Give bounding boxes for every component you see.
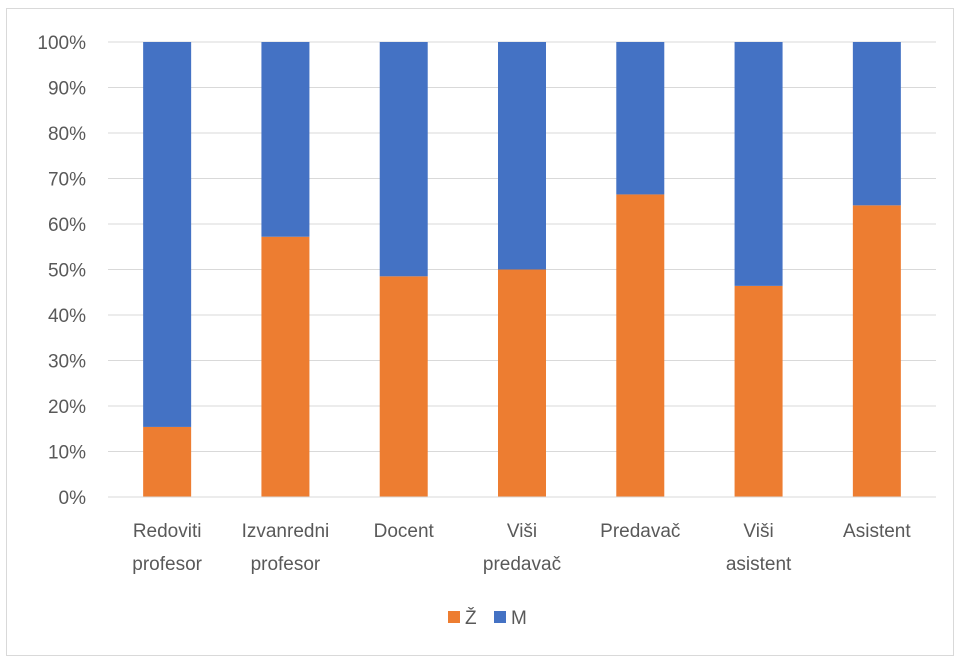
y-tick-label: 100% (37, 33, 86, 54)
x-category-label: Viši (507, 521, 537, 542)
legend-label: M (511, 608, 527, 629)
y-tick-label: 60% (48, 215, 86, 236)
legend-label: Ž (465, 607, 477, 629)
bars (143, 42, 901, 498)
y-axis-tick-labels: 0% 10% 20% 30% 40% 50% 60% 70% 80% 90% 100% (37, 33, 86, 509)
y-tick-label: 30% (48, 352, 86, 373)
bar-segment-z (143, 426, 192, 497)
y-tick-label: 80% (48, 124, 86, 145)
bar-segment-m (379, 42, 428, 277)
bar-segment-m (852, 42, 901, 206)
y-tick-label: 10% (48, 443, 86, 464)
legend-swatch (448, 611, 460, 623)
x-category-label: profesor (132, 554, 202, 575)
bar-segment-z (498, 269, 546, 497)
y-tick-label: 50% (48, 261, 86, 282)
x-category-label: Viši (743, 521, 773, 542)
y-tick-label: 0% (59, 488, 87, 509)
legend-swatch (494, 611, 506, 623)
bar-segment-z (379, 276, 428, 497)
x-axis-category-labels: Redoviti profesor Izvanredni profesor Docent… (132, 521, 911, 575)
bar-segment-m (498, 42, 546, 270)
y-tick-label: 20% (48, 397, 86, 418)
y-tick-label: 90% (48, 79, 86, 100)
bar-segment-m (143, 42, 192, 427)
x-category-label: Redoviti (133, 521, 202, 542)
bar-segment-z (852, 205, 901, 497)
x-category-label: Asistent (843, 521, 911, 542)
bar-segment-m (616, 42, 665, 195)
y-tick-label: 40% (48, 306, 86, 327)
x-category-label: asistent (726, 554, 792, 575)
bar-segment-m (261, 42, 310, 237)
x-category-label: Izvanredni (242, 521, 330, 542)
bar-segment-m (734, 42, 783, 286)
x-category-label: Predavač (600, 521, 680, 542)
x-category-label: predavač (483, 554, 561, 575)
y-tick-label: 70% (48, 170, 86, 191)
bar-segment-z (734, 285, 783, 497)
x-category-label: Docent (374, 521, 435, 542)
x-category-label: profesor (251, 554, 321, 575)
bar-segment-z (261, 236, 310, 498)
bar-segment-z (616, 194, 665, 498)
